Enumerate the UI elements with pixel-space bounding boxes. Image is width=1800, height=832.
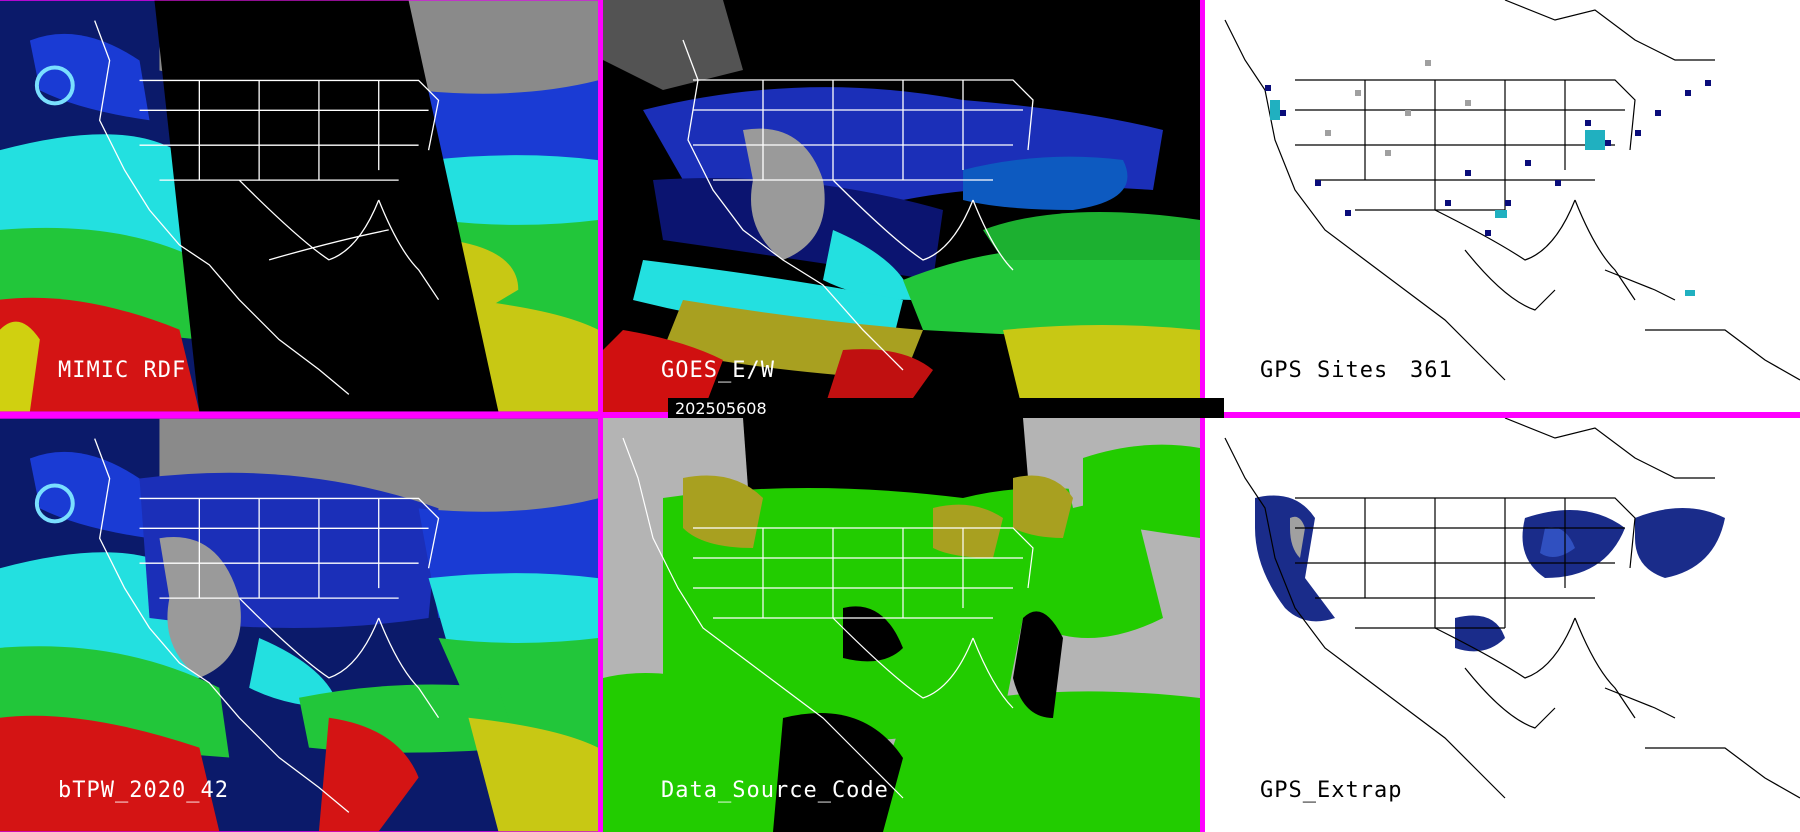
panel-label: GPS Sites [1260,358,1389,383]
goes-ew-panel: GOES_E/W [603,0,1200,412]
timestamp: 202505608 [675,399,767,418]
panel-label: Data_Source_Code [661,778,889,803]
gps-site-count: 361 [1410,358,1453,383]
data-source-code-panel: Data_Source_Code [603,418,1200,832]
gps-sites-panel: GPS Sites 361 [1205,0,1800,412]
panel-label: GOES_E/W [661,358,775,383]
panel-label: MIMIC RDF [58,358,187,383]
mimic-rdf-panel: MIMIC RDF [0,0,598,412]
gps-extrap-panel: GPS_Extrap [1205,418,1800,832]
timestamp-bar [668,398,1224,418]
panel-label: bTPW_2020_42 [58,778,229,803]
panel-label: GPS_Extrap [1260,778,1403,803]
btpw-panel: bTPW_2020_42 [0,418,598,832]
